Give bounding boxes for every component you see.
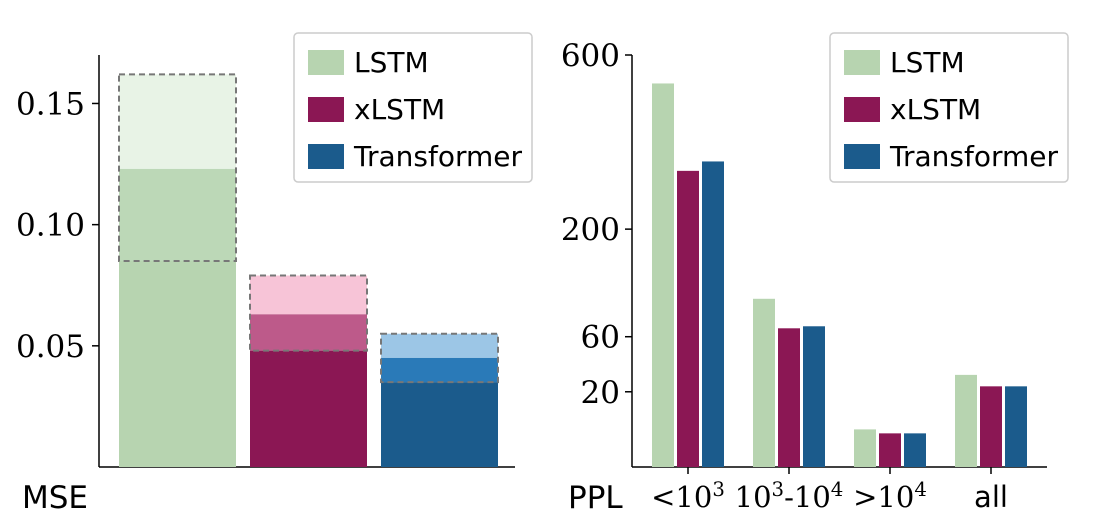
range-box-lstm [118, 73, 237, 263]
bar-xlstm-0 [677, 170, 699, 468]
bar-range-upper-xlstm [250, 275, 367, 315]
bar-transformer-3 [1005, 386, 1027, 467]
bar-xlstm-3 [980, 386, 1002, 467]
legend-swatch-lstm [844, 50, 880, 75]
legend-label-lstm: LSTM [890, 46, 965, 79]
bar-transformer [381, 382, 498, 467]
legend-swatch-lstm [308, 50, 344, 75]
bar-range-upper-transformer [381, 333, 498, 358]
x-tick-label: >104 [853, 478, 927, 515]
bar-range-lower-transformer [381, 357, 498, 383]
legend-label-transformer: Transformer [889, 140, 1059, 173]
bar-transformer-2 [904, 433, 926, 467]
legend: LSTM xLSTM Transformer [829, 32, 1069, 183]
legend-frame [829, 32, 1069, 183]
x-tick-label: <103 [651, 478, 725, 515]
legend-swatch-transformer [308, 144, 344, 169]
y-tick-label: 0.15 [16, 86, 85, 122]
legend-label-transformer: Transformer [353, 140, 523, 173]
y-tick-label: 200 [561, 212, 620, 248]
bar-xlstm-1 [778, 328, 800, 467]
y-tick-label: 60 [581, 320, 620, 356]
bar-lstm-1 [753, 298, 775, 467]
legend-frame [293, 32, 533, 183]
range-box-transformer [380, 332, 499, 384]
x-axis-label: MSE [22, 480, 88, 516]
bar-range-lower-lstm [119, 168, 236, 261]
bar-xlstm [250, 350, 367, 467]
y-tick-label: 600 [561, 38, 620, 74]
y-tick-label: 0.05 [16, 329, 85, 365]
bar-transformer-1 [803, 326, 825, 467]
bar-lstm-0 [652, 83, 674, 467]
bar-lstm [119, 261, 236, 467]
y-tick-label: 20 [581, 375, 620, 411]
legend-label-xlstm: xLSTM [354, 93, 445, 126]
ppl-chart: <103 103-104 >104 all 20 60 200 600 PPL LSTM xLSTM… [561, 32, 1069, 516]
y-tick-label: 0.10 [16, 208, 85, 244]
x-axis-label: PPL [568, 480, 623, 516]
range-box-xlstm [249, 274, 368, 352]
legend-swatch-xlstm [844, 97, 880, 122]
legend-label-xlstm: xLSTM [890, 93, 981, 126]
legend: LSTM xLSTM Transformer [293, 32, 533, 183]
x-tick-label: 103-104 [735, 478, 844, 515]
legend-label-lstm: LSTM [354, 46, 429, 79]
bar-lstm-3 [955, 374, 977, 467]
bar-transformer-0 [702, 161, 724, 467]
bar-lstm-2 [854, 429, 876, 467]
bar-range-upper-lstm [119, 74, 236, 169]
x-tick-label: all [974, 480, 1008, 514]
legend-swatch-transformer [844, 144, 880, 169]
bar-xlstm-2 [879, 433, 901, 467]
mse-chart: 0.05 0.10 0.15 MSE LSTM xLSTM Transformer [16, 32, 533, 516]
bar-range-lower-xlstm [250, 314, 367, 351]
legend-swatch-xlstm [308, 97, 344, 122]
